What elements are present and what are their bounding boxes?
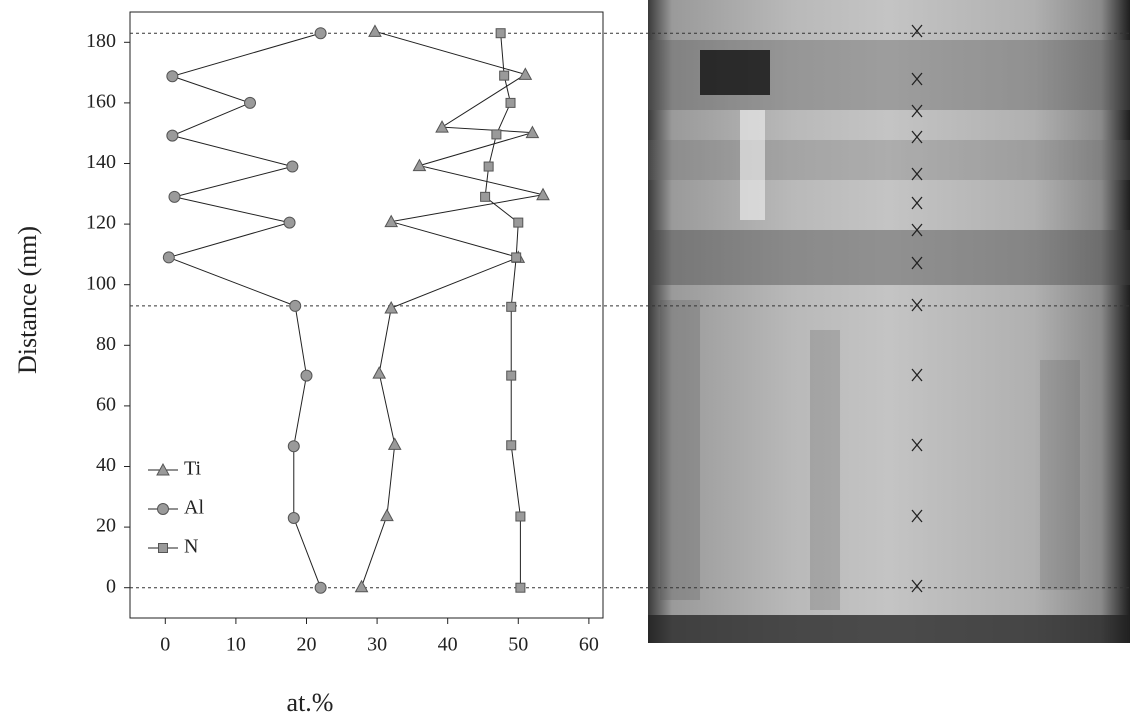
circle-marker bbox=[289, 299, 302, 312]
circle-marker bbox=[162, 251, 175, 264]
circle-marker bbox=[287, 440, 300, 453]
triangle-marker bbox=[525, 125, 540, 139]
triangle-marker bbox=[380, 508, 394, 522]
x-tick-label: 60 bbox=[579, 634, 599, 656]
triangle-marker bbox=[536, 187, 550, 201]
triangle-marker bbox=[384, 214, 399, 228]
square-marker bbox=[495, 28, 506, 39]
square-marker bbox=[491, 129, 502, 140]
square-marker bbox=[506, 301, 517, 312]
x-tick-label: 30 bbox=[367, 634, 387, 656]
y-tick-label: 120 bbox=[86, 212, 116, 234]
triangle-marker bbox=[354, 579, 369, 593]
y-tick-label: 180 bbox=[86, 30, 116, 52]
y-tick-label: 80 bbox=[96, 333, 116, 355]
square-marker bbox=[515, 582, 526, 593]
micrograph bbox=[648, 0, 1130, 643]
triangle-marker bbox=[387, 437, 402, 450]
square-marker bbox=[506, 370, 517, 381]
y-tick-label: 100 bbox=[86, 272, 116, 294]
circle-marker bbox=[314, 581, 327, 594]
x-tick-label: 50 bbox=[508, 634, 528, 656]
square-marker bbox=[158, 543, 168, 553]
circle-marker bbox=[286, 160, 299, 173]
square-marker bbox=[513, 217, 524, 228]
triangle-marker bbox=[372, 366, 387, 379]
triangle-marker bbox=[435, 120, 449, 133]
circle-marker bbox=[287, 512, 300, 525]
y-tick-label: 20 bbox=[96, 515, 116, 537]
triangle-marker bbox=[518, 67, 533, 80]
y-tick-label: 60 bbox=[96, 393, 116, 415]
legend-label: Al bbox=[184, 497, 204, 519]
legend-label: N bbox=[184, 536, 198, 558]
x-tick-label: 10 bbox=[226, 634, 246, 656]
circle-marker bbox=[166, 70, 179, 83]
circle-marker bbox=[166, 129, 179, 142]
square-marker bbox=[480, 191, 491, 202]
circle-marker bbox=[300, 369, 313, 382]
square-marker bbox=[483, 161, 494, 172]
x-tick-label: 40 bbox=[438, 634, 458, 656]
square-marker bbox=[506, 440, 517, 451]
circle-marker bbox=[157, 503, 169, 515]
y-tick-label: 40 bbox=[96, 454, 116, 476]
square-marker bbox=[505, 97, 516, 108]
plot-frame bbox=[129, 11, 604, 619]
square-marker bbox=[511, 252, 522, 263]
square-marker bbox=[515, 511, 526, 522]
legend-label: Ti bbox=[184, 458, 202, 480]
square-marker bbox=[499, 70, 510, 81]
y-tick-label: 140 bbox=[86, 151, 116, 173]
circle-marker bbox=[314, 27, 327, 40]
y-tick-label: 160 bbox=[86, 90, 116, 112]
triangle-marker bbox=[156, 462, 170, 476]
circle-marker bbox=[168, 190, 181, 203]
triangle-marker bbox=[384, 300, 399, 314]
x-tick-label: 0 bbox=[160, 634, 170, 656]
y-tick-label: 0 bbox=[106, 575, 116, 597]
x-tick-label: 20 bbox=[296, 634, 316, 656]
triangle-marker bbox=[412, 158, 427, 172]
y-axis-label: Distance (nm) bbox=[13, 226, 42, 374]
circle-marker bbox=[244, 96, 257, 109]
circle-marker bbox=[283, 216, 296, 229]
x-axis-label: at.% bbox=[287, 688, 334, 717]
triangle-marker bbox=[368, 24, 382, 37]
